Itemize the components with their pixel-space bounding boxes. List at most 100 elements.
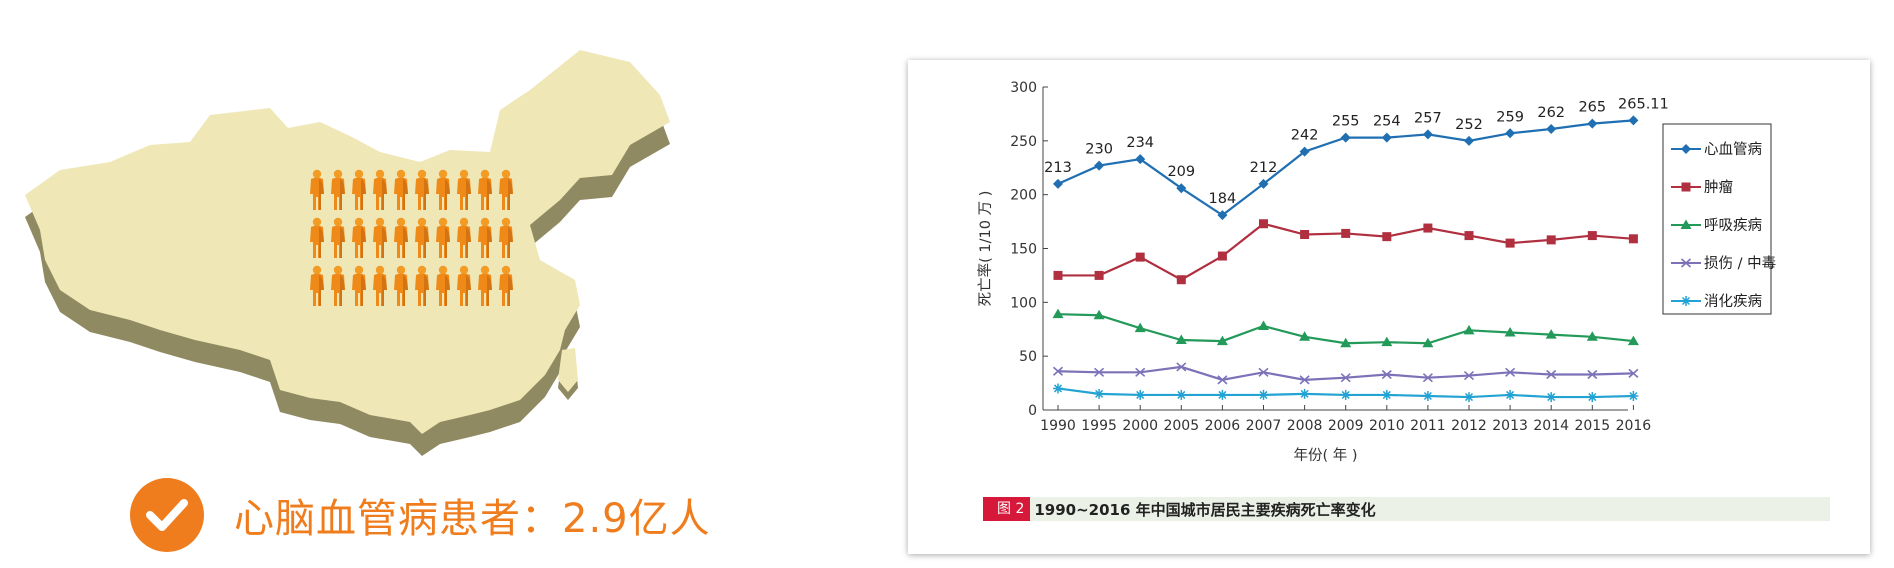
x-tick-label: 2014	[1533, 418, 1569, 434]
person-figure-icon	[415, 265, 429, 306]
person-figure-icon	[415, 169, 429, 210]
data-point-marker	[1587, 231, 1597, 241]
data-point-marker	[1628, 368, 1639, 378]
legend-marker	[1681, 144, 1691, 154]
x-axis-title: 年份( 年 )	[1293, 447, 1357, 464]
y-tick-label: 0	[1028, 403, 1037, 419]
x-tick-label: 2005	[1163, 418, 1199, 434]
x-tick-label: 2015	[1574, 418, 1610, 434]
data-point-marker	[1258, 320, 1269, 331]
person-figure-icon	[478, 265, 492, 306]
y-tick-label: 250	[1010, 134, 1037, 150]
person-figure-icon	[310, 265, 324, 306]
data-point-marker	[1176, 362, 1187, 372]
x-tick-label: 2008	[1287, 418, 1323, 434]
data-point-marker	[1628, 234, 1638, 244]
data-point-marker	[1464, 231, 1474, 241]
legend-label: 损伤 / 中毒	[1704, 255, 1776, 272]
y-tick-label: 50	[1019, 349, 1037, 365]
y-tick-label: 200	[1010, 188, 1037, 204]
x-tick-label: 2011	[1410, 418, 1446, 434]
data-point-marker	[1053, 383, 1063, 394]
person-figure-icon	[436, 169, 450, 210]
data-point-marker	[1093, 309, 1105, 320]
legend-item: 肿瘤	[1671, 179, 1733, 196]
legend-item: 损伤 / 中毒	[1671, 255, 1776, 272]
person-figure-icon	[352, 169, 366, 210]
person-figure-icon	[457, 217, 471, 258]
data-point-marker	[1259, 219, 1268, 229]
data-point-marker	[1176, 275, 1186, 285]
data-point-marker	[1134, 322, 1146, 333]
data-label: 252	[1455, 117, 1483, 133]
person-figure-icon	[394, 265, 408, 306]
legend-marker	[1680, 258, 1692, 268]
legend-marker	[1681, 296, 1691, 306]
people-grid	[310, 169, 513, 306]
data-label: 212	[1250, 160, 1278, 176]
left-panel: 心脑血管病患者：2.9亿人	[0, 0, 880, 568]
data-point-marker	[1299, 331, 1311, 341]
chart-axes: 0 50 100 150 200 250 300 1990 1995 2000 2005 2006 20…	[977, 80, 1651, 464]
data-label: 242	[1291, 128, 1319, 144]
data-point-marker	[1217, 210, 1228, 221]
figure-tag: 图 2	[983, 497, 1031, 521]
data-point-marker	[1176, 389, 1187, 400]
data-point-marker	[1052, 366, 1064, 376]
data-point-marker	[1382, 232, 1392, 242]
data-point-marker	[1546, 369, 1557, 380]
person-figure-icon	[436, 265, 450, 306]
data-point-marker	[1586, 331, 1598, 341]
data-point-marker	[1258, 178, 1269, 189]
data-point-marker	[1053, 178, 1063, 189]
data-point-marker	[1381, 389, 1392, 400]
data-point-marker	[1627, 335, 1639, 346]
data-point-marker	[1299, 388, 1310, 399]
x-tick-label: 2010	[1369, 418, 1405, 434]
data-point-marker	[1381, 132, 1392, 143]
person-figure-icon	[436, 217, 450, 258]
y-axis-title: 死亡率( 1/10 万 )	[977, 191, 994, 307]
data-point-marker	[1628, 115, 1639, 126]
person-figure-icon	[457, 169, 471, 210]
data-point-marker	[1463, 370, 1475, 381]
series-3	[1052, 308, 1639, 348]
y-tick-label: 300	[1010, 80, 1037, 96]
data-point-marker	[1094, 160, 1105, 171]
data-point-marker	[1340, 373, 1351, 383]
data-point-marker	[1052, 308, 1064, 319]
data-point-marker	[1464, 135, 1474, 146]
data-point-marker	[1587, 369, 1598, 380]
mortality-line-chart: 0 50 100 150 200 250 300 1990 1995 2000 2005 2006 20…	[977, 80, 1776, 464]
data-point-marker	[1546, 123, 1557, 134]
person-figure-icon	[352, 265, 366, 306]
data-point-marker	[1135, 252, 1145, 262]
person-figure-icon	[478, 217, 492, 258]
person-figure-icon	[352, 217, 366, 258]
data-point-marker	[1340, 132, 1351, 143]
patient-count-caption: 心脑血管病患者：2.9亿人	[234, 496, 711, 542]
data-point-marker	[1628, 391, 1639, 402]
person-figure-icon	[373, 169, 387, 210]
y-tick-label: 100	[1010, 295, 1037, 311]
data-point-marker	[1422, 129, 1433, 140]
legend-marker	[1680, 219, 1692, 229]
person-figure-icon	[394, 217, 408, 258]
x-tick-label: 2007	[1246, 418, 1282, 434]
data-point-marker	[1135, 367, 1146, 377]
x-tick-label: 2000	[1122, 418, 1158, 434]
data-point-marker	[1340, 337, 1352, 348]
data-label: 184	[1209, 191, 1237, 207]
legend-label: 心血管病	[1704, 141, 1762, 158]
data-point-marker	[1422, 373, 1433, 383]
person-figure-icon	[394, 169, 408, 210]
data-label: 265.11	[1618, 96, 1669, 112]
legend-item: 呼吸疾病	[1671, 217, 1762, 234]
data-point-marker	[1094, 388, 1105, 399]
data-point-marker	[1217, 251, 1227, 261]
caption-row: 心脑血管病患者：2.9亿人	[130, 475, 711, 555]
chart-series: 213 230 234 209 184 212 242 255 254 257 252 259 262 2…	[1044, 96, 1669, 403]
person-figure-icon	[373, 265, 387, 306]
chart-card: 0 50 100 150 200 250 300 1990 1995 2000 2005 2006 20…	[908, 60, 1870, 554]
